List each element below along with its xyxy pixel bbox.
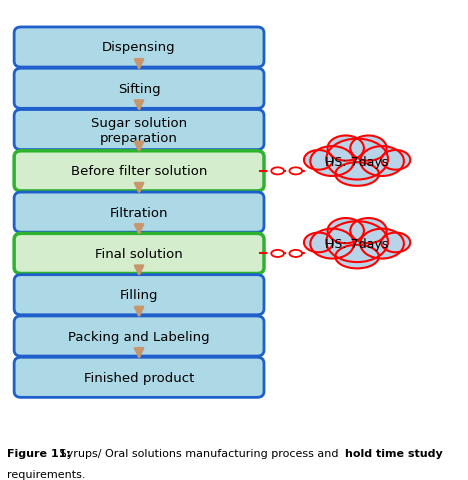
Ellipse shape bbox=[328, 136, 364, 161]
FancyBboxPatch shape bbox=[14, 234, 264, 274]
Ellipse shape bbox=[271, 251, 284, 257]
Text: Figure 11:: Figure 11: bbox=[7, 448, 71, 458]
Text: Sifting: Sifting bbox=[118, 83, 161, 96]
Ellipse shape bbox=[326, 222, 388, 263]
Text: Finished product: Finished product bbox=[84, 371, 194, 384]
Text: HS: 7days: HS: 7days bbox=[325, 238, 389, 251]
Ellipse shape bbox=[326, 139, 388, 180]
Ellipse shape bbox=[271, 168, 284, 175]
Ellipse shape bbox=[381, 233, 410, 253]
FancyBboxPatch shape bbox=[14, 152, 264, 192]
Text: Filling: Filling bbox=[120, 288, 158, 301]
Ellipse shape bbox=[381, 151, 410, 170]
FancyBboxPatch shape bbox=[14, 69, 264, 109]
Text: Dispensing: Dispensing bbox=[102, 41, 176, 54]
Ellipse shape bbox=[310, 229, 354, 259]
FancyBboxPatch shape bbox=[14, 275, 264, 315]
Ellipse shape bbox=[360, 147, 404, 177]
Ellipse shape bbox=[335, 163, 379, 186]
Ellipse shape bbox=[304, 151, 333, 170]
Ellipse shape bbox=[360, 229, 404, 259]
Text: Filtration: Filtration bbox=[110, 206, 168, 219]
Ellipse shape bbox=[289, 168, 302, 175]
Text: Before filter solution: Before filter solution bbox=[71, 165, 207, 178]
FancyBboxPatch shape bbox=[14, 110, 264, 150]
Text: hold time study: hold time study bbox=[345, 448, 443, 458]
Ellipse shape bbox=[289, 251, 302, 257]
FancyBboxPatch shape bbox=[14, 192, 264, 233]
Text: Final solution: Final solution bbox=[95, 247, 183, 260]
Text: Packing and Labeling: Packing and Labeling bbox=[68, 330, 210, 343]
Ellipse shape bbox=[304, 233, 333, 253]
FancyBboxPatch shape bbox=[14, 28, 264, 68]
Text: Syrups/ Oral solutions manufacturing process and: Syrups/ Oral solutions manufacturing pro… bbox=[56, 448, 343, 458]
FancyBboxPatch shape bbox=[14, 358, 264, 397]
Ellipse shape bbox=[328, 218, 364, 244]
Ellipse shape bbox=[351, 136, 387, 161]
Text: Sugar solution
preparation: Sugar solution preparation bbox=[91, 116, 187, 144]
Text: HS: 7days: HS: 7days bbox=[325, 155, 389, 168]
FancyBboxPatch shape bbox=[14, 316, 264, 356]
Ellipse shape bbox=[351, 218, 387, 244]
Ellipse shape bbox=[310, 147, 354, 177]
Ellipse shape bbox=[335, 245, 379, 269]
Text: requirements.: requirements. bbox=[7, 468, 86, 479]
